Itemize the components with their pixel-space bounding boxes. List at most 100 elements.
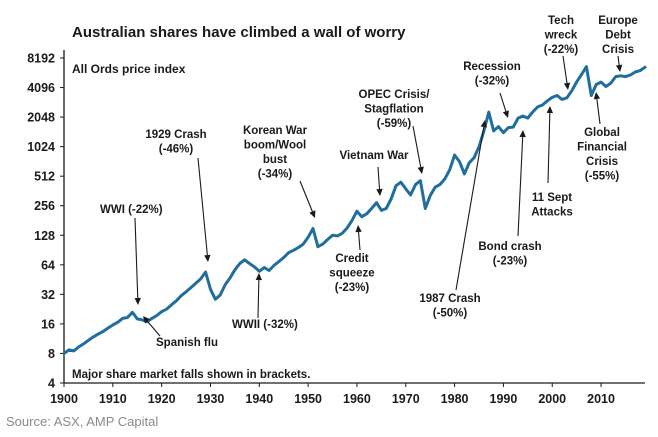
annotation-12: Tech wreck (-22%) [544,15,579,90]
annotation-line: (-50%) [433,308,468,320]
annotation-arrowhead [255,273,263,281]
y-tick-label: 16 [41,317,55,331]
source-note: Source: ASX, AMP Capital [6,414,159,429]
annotation-line: Credit [335,253,368,265]
annotation-arrow [499,92,507,112]
annotation-arrowhead [355,225,362,233]
y-tick-label: 128 [34,229,55,243]
annotation-line: Crisis [586,156,618,168]
x-tick-label: 1930 [197,392,225,406]
annotation-5: Credit squeeze (-23%) [329,225,375,294]
annotation-arrow [257,279,260,319]
annotation-2: 1929 Crash (-46%) [145,129,211,262]
x-tick-label: 1900 [50,392,78,406]
annotation-1: Spanish flu [143,316,218,349]
annotation-line: (-32%) [475,76,510,88]
y-tick-label: 256 [34,199,55,213]
x-tick-label: 1950 [294,392,322,406]
annotation-line: Stagflation [364,104,423,116]
y-tick-label: 4096 [27,81,55,95]
annotation-label: 11 Sept Attacks [531,192,573,219]
annotation-line: (-46%) [159,144,194,156]
annotation-line: (-22%) [544,44,579,56]
annotation-line: Recession [463,61,521,73]
annotation-line: wreck [544,30,578,42]
annotation-arrow [134,217,139,299]
annotation-4: Korean War boom/Wool bust (-34%) [243,125,316,218]
annotation-line: boom/Wool [244,140,306,152]
annotation-0: WWI (-22%) [100,204,163,305]
y-tick-labels: 4 8 16 32 64 128 256 512 1024 2048 4096 8192 [27,52,64,391]
annotation-label: WWII (-32%) [232,319,298,331]
annotation-6: Vietnam War [339,150,409,196]
annotation-line: OPEC Crisis/ [359,89,431,101]
annotation-arrowhead [376,188,383,196]
annotation-line: Crisis [602,44,634,56]
annotation-arrowhead [593,92,601,100]
annotation-arrow [562,55,568,84]
y-tick-label: 8 [48,347,55,361]
annotation-line: WWII (-32%) [232,319,298,331]
annotation-arrow [617,55,620,66]
annotation-line: bust [263,154,287,166]
annotation-label: 1987 Crash (-50%) [419,293,480,320]
series-line-all-ords [62,65,647,355]
annotation-line: 11 Sept [532,192,572,204]
annotation-line: squeeze [329,268,374,280]
x-tick-label: 1920 [148,392,176,406]
annotation-label: WWI (-22%) [100,204,163,216]
annotation-13: Global Financial Crisis (-55%) [577,92,627,183]
annotation-arrow [596,98,601,125]
y-tick-label: 64 [41,258,55,272]
annotation-arrow [377,166,381,190]
annotation-label: Bond crash (-23%) [478,241,541,268]
annotation-arrowhead [417,166,424,174]
annotation-arrow [299,180,313,212]
axes [63,50,645,384]
x-tick-label: 1940 [245,392,273,406]
annotation-arrowhead [134,297,141,305]
annotation-arrowhead [615,64,623,72]
annotation-arrowhead [309,210,316,218]
annotation-7: OPEC Crisis/Stagflation (-59%) [359,89,431,174]
annotation-10: Bond crash (-23%) [478,130,542,268]
annotation-arrowhead [563,82,571,90]
annotation-arrow [547,112,551,184]
annotation-line: Europe [598,15,638,27]
annotation-line: Debt [605,30,631,42]
annotation-line: Global [584,127,620,139]
x-tick-labels: 1900 1910 1920 1930 1940 1950 1960 1970 1980 1990… [50,383,615,406]
annotation-line: WWI (-22%) [100,204,163,216]
annotation-arrowhead [480,120,487,128]
annotation-line: Vietnam War [339,150,409,162]
annotation-14: Europe Debt Crisis [598,15,638,72]
annotation-line: Bond crash [478,241,541,253]
y-tick-label: 2048 [27,111,55,125]
annotation-label: 1929 Crash (-46%) [145,129,206,156]
annotation-line: (-34%) [258,169,293,181]
annotation-line: 1929 Crash [145,129,206,141]
annotation-line: 1987 Crash [419,293,480,305]
x-tick-label: 1960 [343,392,371,406]
annotation-9: Recession (-32%) [463,61,521,118]
annotation-label: OPEC Crisis/Stagflation (-59%) [359,89,431,130]
annotation-line: (-23%) [335,282,370,294]
annotation-arrow [147,320,161,337]
annotation-arrow [412,125,422,168]
annotation-label: Spanish flu [156,337,218,349]
x-tick-label: 1970 [392,392,420,406]
y-tick-label: 1024 [27,140,55,154]
annotation-line: Tech [548,15,574,27]
annotation-label: Vietnam War [339,150,409,162]
annotation-label: Korean War boom/Wool bust (-34%) [243,125,308,181]
annotation-line: Spanish flu [156,337,218,349]
annotation-arrow [197,157,208,256]
annotation-arrowhead [502,110,509,118]
annotation-label: Global Financial Crisis (-55%) [577,127,627,183]
annotation-arrow [517,136,524,237]
annotation-11: 11 Sept Attacks [531,106,573,219]
annotation-label: Tech wreck (-22%) [544,15,579,56]
annotation-label: Europe Debt Crisis [598,15,638,56]
y-tick-label: 512 [34,170,55,184]
annotation-line: Korean War [243,125,308,137]
